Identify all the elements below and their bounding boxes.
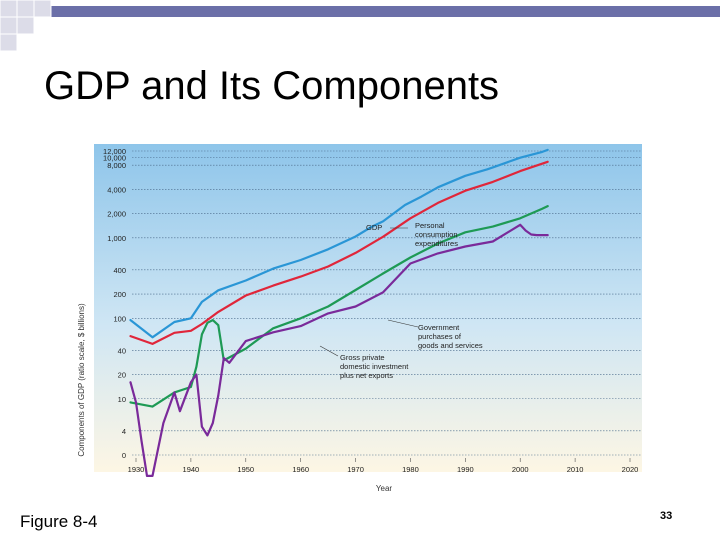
- x-tick-label: 1950: [237, 465, 254, 474]
- plot-background: [94, 144, 642, 472]
- annotation-line: GDP: [366, 223, 382, 232]
- y-tick-label: 400: [113, 266, 126, 275]
- annotation-line: Government: [418, 323, 460, 332]
- deco-square: [16, 16, 35, 35]
- y-tick-label: 1,000: [107, 234, 126, 243]
- annotation-line: goods and services: [418, 341, 483, 350]
- series-annotation: Government purchases of goods and services: [418, 323, 483, 350]
- y-tick-label: 4: [122, 427, 126, 436]
- x-tick-label: 2010: [567, 465, 584, 474]
- series-line-2: [129, 204, 549, 408]
- deco-square: [0, 33, 18, 52]
- x-tick-label: 1970: [347, 465, 364, 474]
- y-tick-label: 40: [118, 346, 126, 355]
- annotation-line: expenditures: [415, 239, 458, 248]
- slide-title: GDP and Its Components: [44, 64, 500, 108]
- gdp-components-chart: Components of GDP (ratio scale, $ billio…: [77, 144, 642, 493]
- deco-square: [0, 0, 18, 18]
- x-tick-label: 1990: [457, 465, 474, 474]
- x-tick-label: 1930: [128, 465, 145, 474]
- series-annotation: Personal consumption expenditures: [415, 221, 458, 248]
- deco-square: [0, 16, 18, 35]
- series-annotation: Gross private domestic investment plus net…: [340, 353, 409, 380]
- series-line-0: [129, 148, 549, 339]
- y-tick-label: 0: [122, 451, 126, 460]
- annotation-leader: [319, 345, 339, 357]
- annotation-line: plus net exports: [340, 371, 393, 380]
- annotation-line: Personal: [415, 221, 445, 230]
- title-decoration: [0, 0, 720, 52]
- x-tick-label: 1940: [183, 465, 200, 474]
- y-tick-label: 200: [113, 290, 126, 299]
- annotation-line: Gross private: [340, 353, 385, 362]
- x-tick-label: 2020: [622, 465, 639, 474]
- series-line-1: [129, 160, 549, 345]
- y-tick-label: 4,000: [107, 185, 126, 194]
- x-tick-label: 1980: [402, 465, 419, 474]
- annotation-line: purchases of: [418, 332, 462, 341]
- x-tick-label: 1960: [292, 465, 309, 474]
- page-number: 33: [660, 510, 673, 522]
- plot-area: 12,00010,0008,0004,0002,0001,00040020010…: [94, 144, 642, 477]
- y-tick-label: 2,000: [107, 210, 126, 219]
- deco-square: [33, 0, 52, 18]
- y-tick-label: 20: [118, 371, 126, 380]
- x-tick-label: 2000: [512, 465, 529, 474]
- y-tick-label: 10,000: [103, 153, 126, 162]
- y-tick-label: 12,000: [103, 147, 126, 156]
- x-axis-label: Year: [376, 484, 393, 493]
- y-tick-label: 10: [118, 395, 126, 404]
- y-axis-label: Components of GDP (ratio scale, $ billio…: [77, 303, 86, 457]
- y-tick-label: 100: [113, 314, 126, 323]
- deco-bar: [34, 6, 720, 17]
- figure-caption: Figure 8-4: [20, 512, 98, 531]
- annotation-leader: [387, 319, 419, 328]
- series-annotation: GDP: [366, 223, 382, 232]
- annotation-line: domestic investment: [340, 362, 409, 371]
- deco-square: [16, 0, 35, 18]
- y-tick-label: 8,000: [107, 161, 126, 170]
- annotation-line: consumption: [415, 230, 458, 239]
- series-line-3: [129, 223, 549, 477]
